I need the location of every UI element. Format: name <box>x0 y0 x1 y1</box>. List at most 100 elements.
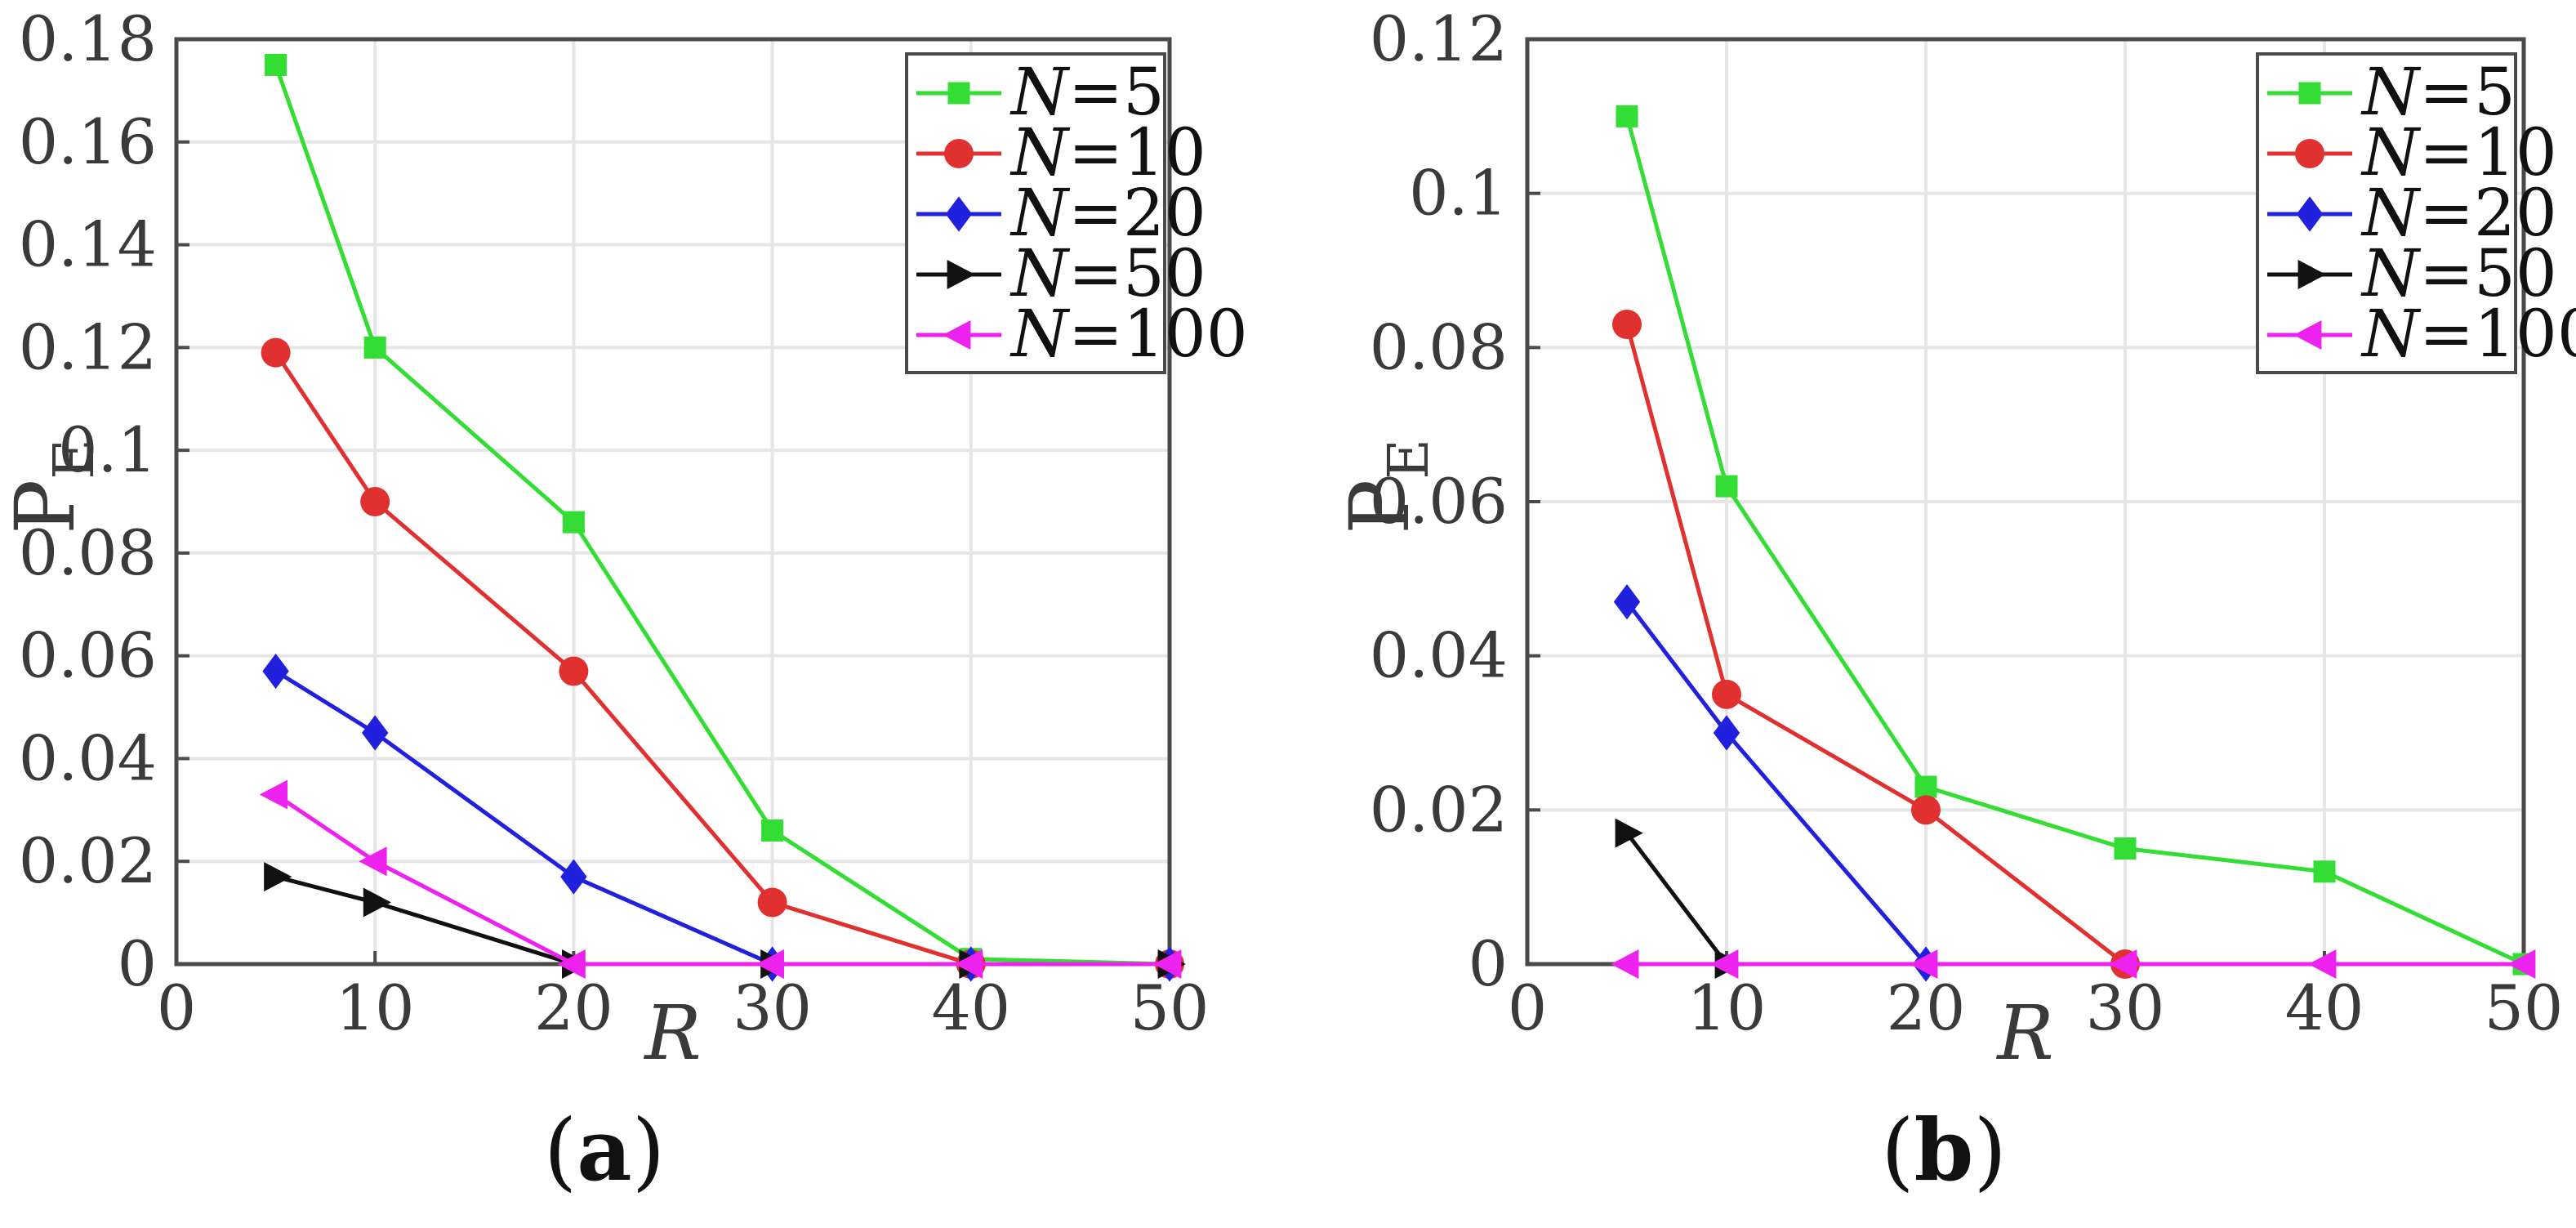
data-point <box>1914 775 1937 798</box>
y-tick-label: 0.04 <box>19 721 157 794</box>
legend-marker <box>945 196 973 232</box>
data-point <box>2308 949 2337 979</box>
x-tick-label: 30 <box>2086 971 2165 1044</box>
series-line <box>274 669 1170 967</box>
series-N-20 <box>1613 584 1940 982</box>
y-tick-label: 0.1 <box>1409 157 1508 230</box>
y-tick-label: 0.1 <box>58 413 157 486</box>
legend: N=5N=10N=20N=50N=100 <box>905 52 1248 374</box>
y-axis-label: PE <box>0 439 107 534</box>
legend-marker <box>2297 260 2326 289</box>
data-point <box>2507 949 2536 979</box>
x-tick-label: 10 <box>336 971 415 1044</box>
data-point <box>363 336 386 359</box>
x-tick-label: 50 <box>1130 971 1210 1044</box>
y-tick-label: 0.02 <box>19 824 157 897</box>
y-tick-label: 0.06 <box>1370 465 1508 538</box>
legend-item: N=10 <box>916 114 1206 190</box>
data-point <box>562 511 585 534</box>
series-line <box>274 793 1170 967</box>
legend-item: N=5 <box>2267 54 2516 130</box>
x-tick-label: 30 <box>733 971 812 1044</box>
x-axis-label: R <box>643 989 701 1077</box>
data-point <box>1615 818 1643 848</box>
legend-marker <box>944 139 974 168</box>
series-line <box>1625 832 1728 966</box>
legend-marker <box>2293 320 2322 350</box>
data-point <box>1613 584 1641 620</box>
data-point <box>2313 860 2336 883</box>
legend-item: N=50 <box>2267 235 2557 311</box>
legend-marker <box>947 260 975 289</box>
data-point <box>360 487 390 516</box>
data-point <box>1153 949 1182 979</box>
x-tick-label: 0 <box>1508 971 1547 1044</box>
y-tick-label: 0.04 <box>1370 619 1508 692</box>
data-point <box>1616 105 1638 127</box>
legend: N=5N=10N=20N=50N=100 <box>2256 52 2576 374</box>
data-point <box>955 949 983 979</box>
data-point <box>1612 310 1642 340</box>
data-point <box>1911 795 1941 825</box>
y-tick-label: 0 <box>118 927 157 1000</box>
data-point <box>1910 949 1938 979</box>
y-tick-label: 0.02 <box>1370 773 1508 846</box>
legend-label: N=20 <box>2360 175 2557 251</box>
data-point <box>259 779 287 810</box>
data-point <box>1715 475 1738 498</box>
series-N-10 <box>261 337 1184 979</box>
legend-label: N=5 <box>2360 54 2516 130</box>
legend-item: N=50 <box>916 235 1206 311</box>
data-point <box>359 846 387 877</box>
legend-item: N=5 <box>916 54 1165 130</box>
y-tick-label: 0 <box>1468 927 1508 1000</box>
data-point <box>2109 949 2137 979</box>
x-tick-label: 20 <box>1887 971 1966 1044</box>
y-tick-label: 0.14 <box>19 208 157 281</box>
legend-item: N=20 <box>2267 175 2557 251</box>
legend-item: N=100 <box>2267 296 2576 372</box>
legend-marker <box>2296 196 2324 232</box>
legend-label: N=10 <box>2360 114 2557 190</box>
data-point <box>1712 679 1741 709</box>
data-point <box>761 819 784 842</box>
series-N-20 <box>262 653 1183 982</box>
legend-label: N=50 <box>1009 235 1206 311</box>
legend-label: N=5 <box>1009 54 1165 130</box>
y-axis-label: PE <box>1332 439 1442 534</box>
legend-item: N=10 <box>2267 114 2557 190</box>
legend-marker <box>943 320 971 350</box>
panel-caption: (a) <box>544 1100 666 1200</box>
series-line <box>1624 115 2525 967</box>
chart-panel-b: 0 10 20 30 40 50 0 0.02 0.04 0.06 0.08 0.1 0.12 R PE N=… <box>1332 2 2576 1200</box>
series-N-100 <box>1611 949 2536 979</box>
y-tick-label: 0.12 <box>19 310 157 383</box>
x-tick-label: 50 <box>2485 971 2564 1044</box>
data-point <box>560 859 587 895</box>
series-N-10 <box>1612 310 2140 979</box>
x-tick-label: 40 <box>2285 971 2364 1044</box>
data-point <box>362 715 389 751</box>
panel-caption: (b) <box>1881 1100 2007 1200</box>
data-point <box>757 887 787 918</box>
x-tick-label: 10 <box>1687 971 1767 1044</box>
data-point <box>261 337 291 368</box>
legend-label: N=10 <box>1009 114 1206 190</box>
data-point <box>559 656 589 686</box>
x-tick-label: 40 <box>931 971 1010 1044</box>
legend-label: N=50 <box>2360 235 2557 311</box>
series-line <box>274 874 1170 967</box>
legend-item: N=100 <box>916 296 1248 372</box>
data-point <box>1710 949 1739 979</box>
x-tick-label: 20 <box>534 971 613 1044</box>
x-axis-label: R <box>1995 989 2053 1077</box>
y-tick-label: 0.18 <box>19 2 157 75</box>
data-point <box>363 887 391 918</box>
legend-label: N=20 <box>1009 175 1206 251</box>
series-N-100 <box>259 779 1182 979</box>
series-line <box>274 64 1170 967</box>
y-tick-label: 0.08 <box>19 516 157 589</box>
legend-label: N=100 <box>2360 296 2576 372</box>
legend-item: N=20 <box>916 175 1206 251</box>
